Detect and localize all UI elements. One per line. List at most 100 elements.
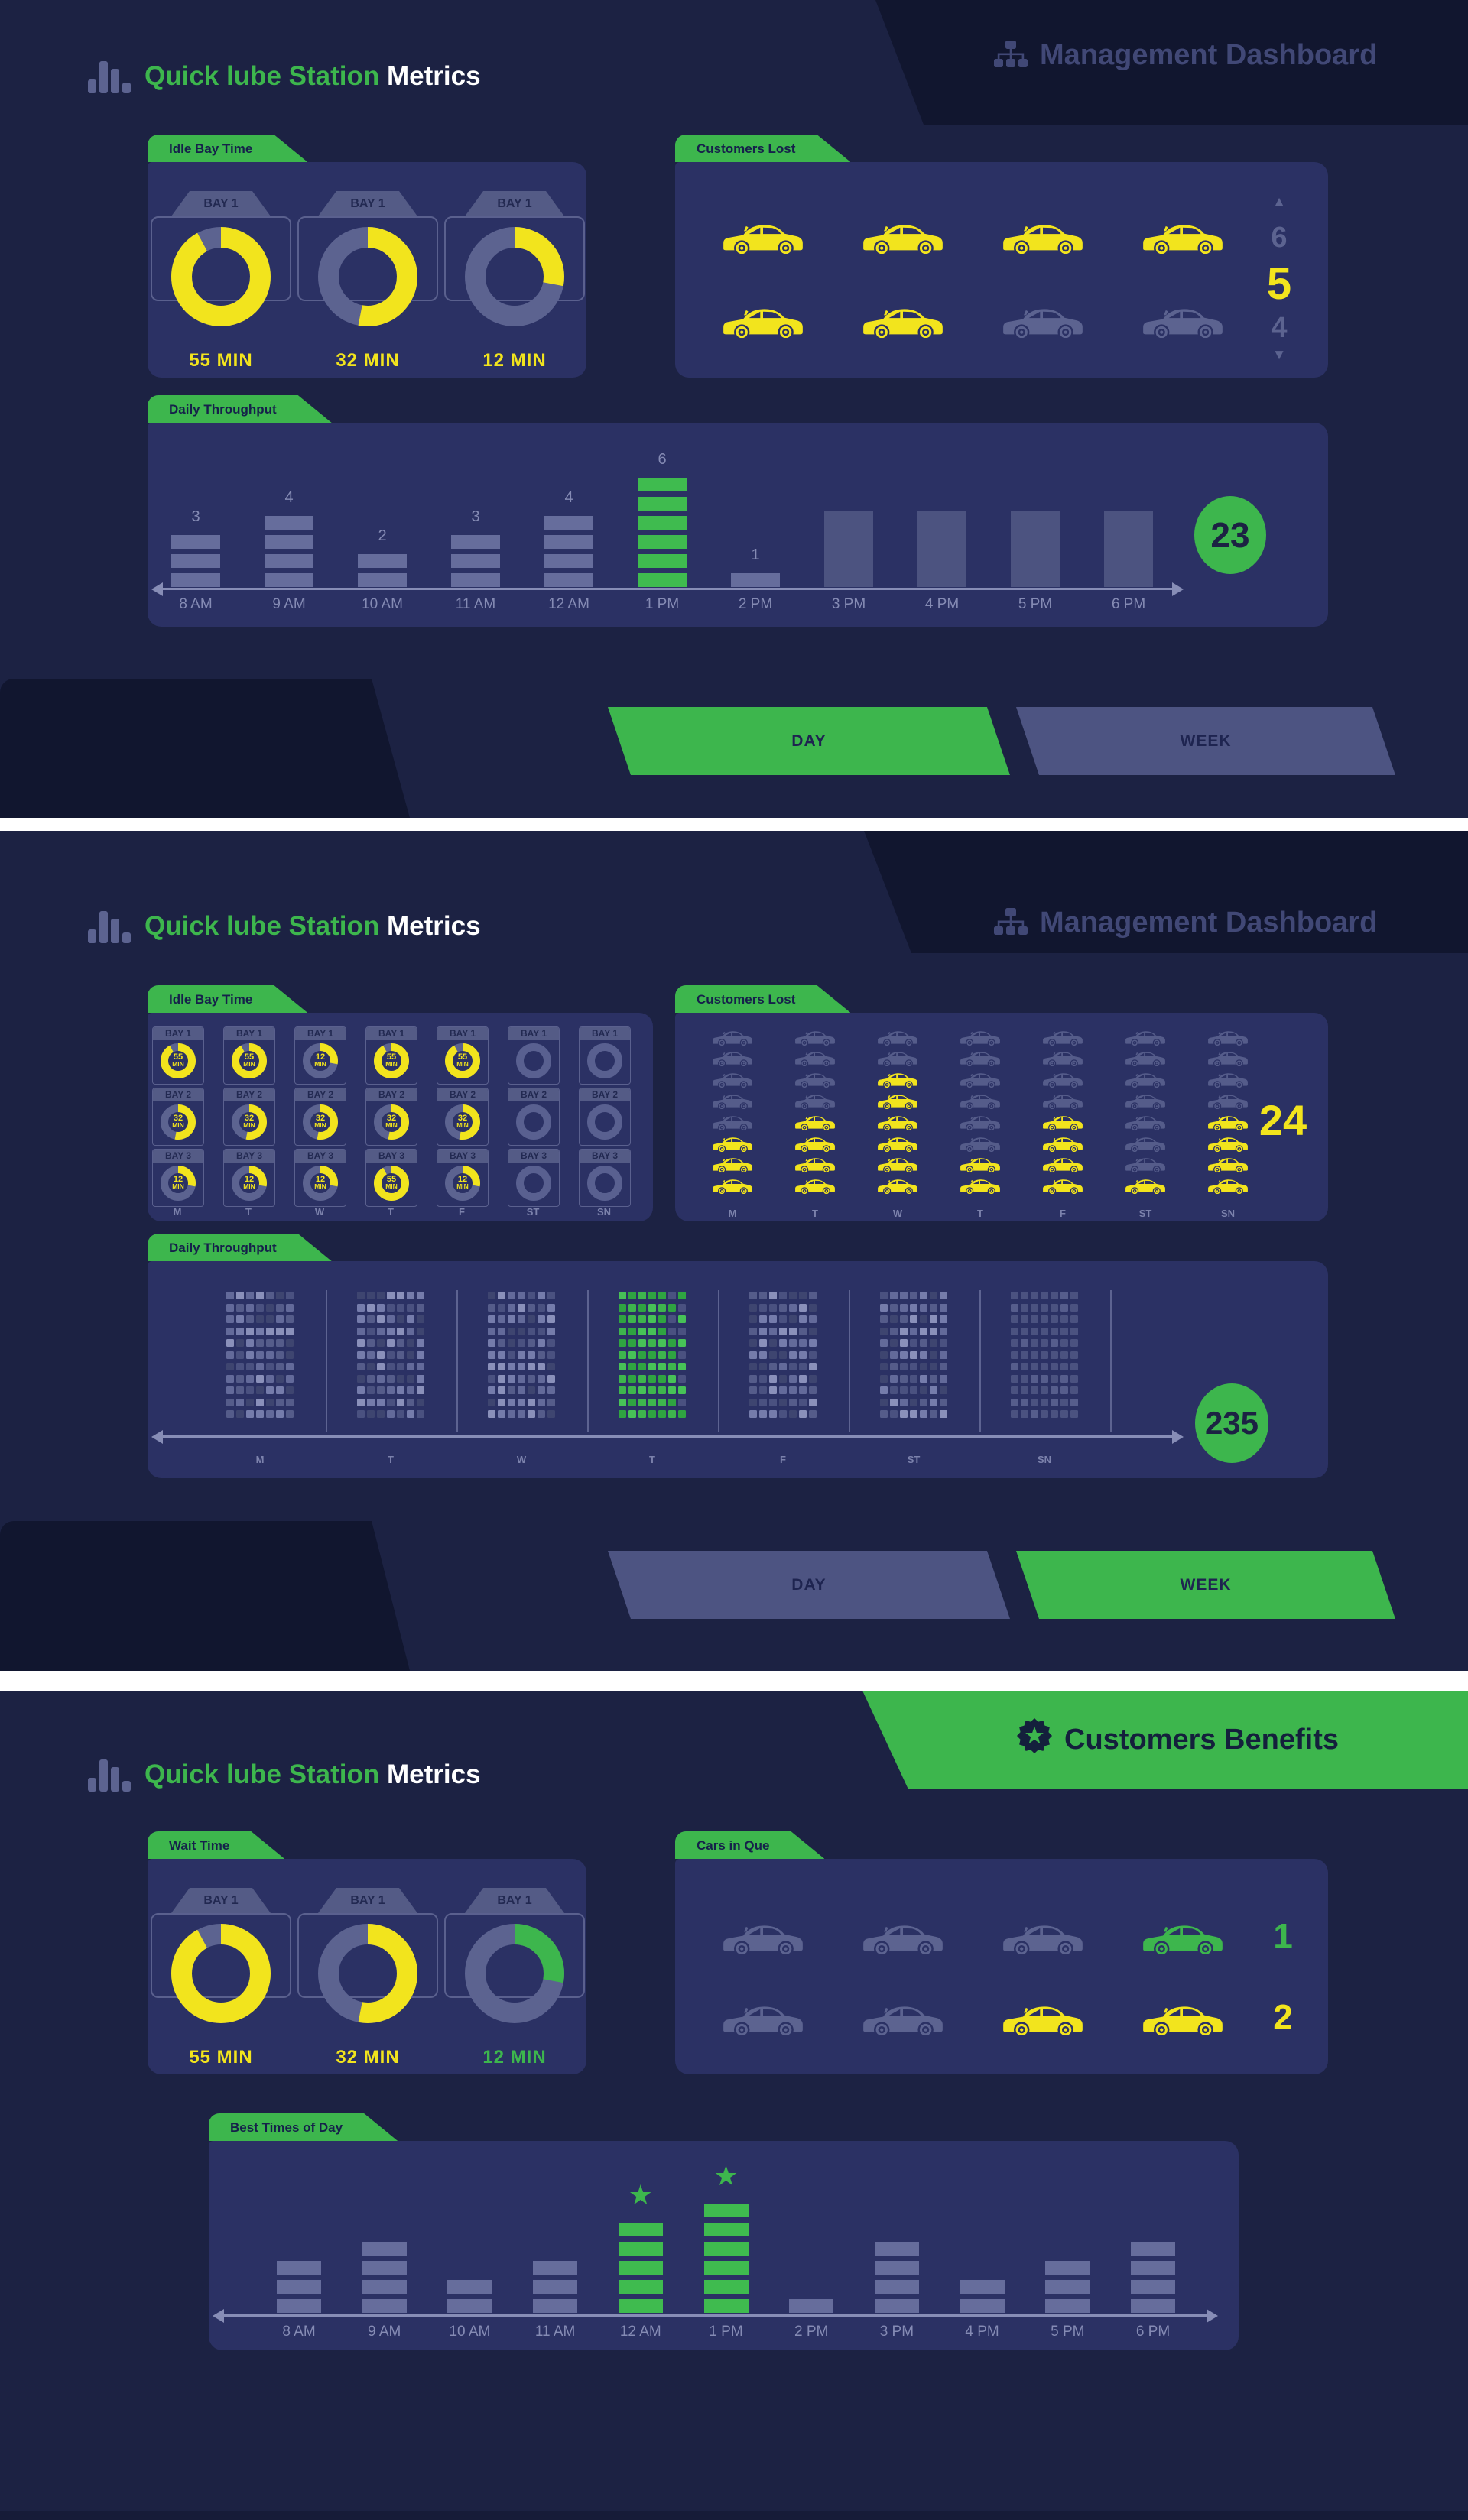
dot-cell bbox=[357, 1303, 365, 1312]
dot-cell bbox=[668, 1386, 676, 1394]
dot-cell bbox=[749, 1386, 757, 1394]
dot-cell bbox=[528, 1315, 535, 1323]
dot-cell bbox=[940, 1410, 947, 1418]
car-icon bbox=[1043, 1030, 1083, 1046]
dot-cell bbox=[1060, 1398, 1068, 1406]
dot-cell bbox=[276, 1315, 284, 1323]
bay-cell: BAY 3 12 MIN bbox=[294, 1149, 346, 1207]
scroll-down-icon[interactable]: ▼ bbox=[1272, 347, 1287, 363]
car-icon bbox=[723, 225, 803, 256]
donut-chart bbox=[587, 1104, 622, 1140]
donut-wrap bbox=[587, 1104, 622, 1140]
dot-cell bbox=[619, 1363, 626, 1370]
day-label: M bbox=[255, 1454, 265, 1465]
car-icon bbox=[795, 1030, 835, 1046]
dot-cell bbox=[286, 1374, 294, 1383]
car-icon bbox=[878, 1095, 917, 1111]
dot-cell bbox=[880, 1292, 888, 1299]
bar-segment bbox=[171, 535, 220, 549]
dot-cell bbox=[538, 1374, 545, 1383]
bar-segment bbox=[533, 2299, 578, 2313]
dot-cell bbox=[799, 1386, 807, 1394]
dot-cell bbox=[276, 1374, 284, 1383]
dot-cell bbox=[276, 1327, 284, 1335]
dot-cell bbox=[286, 1351, 294, 1359]
dot-cell bbox=[377, 1303, 385, 1312]
bar-segment bbox=[1131, 2280, 1175, 2294]
car-icon bbox=[1208, 1158, 1248, 1174]
dot-cell bbox=[528, 1303, 535, 1312]
dot-cell bbox=[910, 1339, 917, 1347]
dot-cell bbox=[266, 1303, 274, 1312]
donut-chart bbox=[318, 1924, 417, 2023]
lost-total-label: 24 bbox=[1259, 1096, 1307, 1144]
dot-cell bbox=[387, 1327, 395, 1335]
dot-cell bbox=[1041, 1292, 1048, 1299]
dot-cell bbox=[266, 1315, 274, 1323]
dot-cell bbox=[628, 1398, 636, 1406]
bay-cell: BAY 1 55 MIN bbox=[223, 1026, 275, 1085]
dot-cell bbox=[246, 1374, 254, 1383]
dot-cell bbox=[809, 1410, 817, 1418]
car-slot bbox=[1000, 300, 1086, 340]
dot-cell bbox=[1060, 1374, 1068, 1383]
dot-cell bbox=[799, 1327, 807, 1335]
car-slot bbox=[876, 1069, 919, 1089]
dot-cell bbox=[357, 1327, 365, 1335]
dot-cell bbox=[286, 1363, 294, 1370]
dot-cell bbox=[377, 1386, 385, 1394]
day-label: W bbox=[516, 1454, 527, 1465]
car-slot bbox=[959, 1047, 1002, 1068]
week-toggle-button[interactable]: WEEK bbox=[1016, 1551, 1395, 1619]
car-icon bbox=[1208, 1030, 1248, 1046]
dot-cell bbox=[769, 1339, 777, 1347]
card-idle-bay-week: BAY 1 55 MIN BAY 1 55 MIN BAY 1 12 MIN BAY 1 55 MIN… bbox=[148, 1013, 653, 1221]
dot-cell bbox=[1021, 1410, 1028, 1418]
benefits-header: Customers Benefits bbox=[1017, 1718, 1339, 1758]
bay-cell-header: BAY 3 bbox=[153, 1150, 203, 1163]
dot-cell bbox=[538, 1339, 545, 1347]
hour-label: 6 PM bbox=[1111, 596, 1146, 612]
dot-cell bbox=[799, 1303, 807, 1312]
donut-value: 12 bbox=[457, 1175, 468, 1184]
dot-cell bbox=[547, 1374, 555, 1383]
day-toggle-button[interactable]: DAY bbox=[608, 707, 1010, 775]
dot-cell bbox=[488, 1363, 495, 1370]
dot-cell bbox=[397, 1339, 404, 1347]
donut-unit: MIN bbox=[314, 1182, 326, 1190]
card-idle-bay-time: BAY 1 55 MIN BAY 1 32 MIN BAY 1 12 MIN bbox=[148, 162, 586, 378]
x-axis bbox=[224, 2314, 1207, 2317]
week-toggle-button[interactable]: WEEK bbox=[1016, 707, 1395, 775]
card-tab-cars-in-que: Cars in Que bbox=[675, 1831, 824, 1859]
bar-segment bbox=[362, 2280, 407, 2294]
dot-cell bbox=[638, 1386, 646, 1394]
hour-label: 3 PM bbox=[879, 2324, 914, 2340]
dot-cell bbox=[417, 1327, 424, 1335]
dot-cell bbox=[799, 1410, 807, 1418]
dot-cell bbox=[498, 1374, 505, 1383]
car-slot bbox=[959, 1175, 1002, 1195]
dot-cell bbox=[759, 1351, 767, 1359]
donut-wrap bbox=[516, 1104, 551, 1140]
dot-cell bbox=[910, 1410, 917, 1418]
card-tab-wait-time: Wait Time bbox=[148, 1831, 284, 1859]
dot-cell bbox=[638, 1363, 646, 1370]
dot-cell bbox=[367, 1315, 375, 1323]
bay-outline bbox=[151, 1913, 291, 1998]
dot-cell bbox=[890, 1292, 898, 1299]
bay-outline bbox=[297, 1913, 438, 1998]
dot-cell bbox=[498, 1315, 505, 1323]
car-icon bbox=[713, 1137, 752, 1153]
day-toggle-button[interactable]: DAY bbox=[608, 1551, 1010, 1619]
dot-cell bbox=[638, 1374, 646, 1383]
dot-cell bbox=[488, 1410, 495, 1418]
scroll-up-icon[interactable]: ▲ bbox=[1272, 194, 1287, 210]
dot-cell bbox=[1051, 1351, 1058, 1359]
bar-segment bbox=[638, 535, 687, 549]
page-title: Quick lube Station Metrics bbox=[145, 911, 481, 942]
donut-chart bbox=[465, 1924, 564, 2023]
dot-cell bbox=[417, 1292, 424, 1299]
dot-cell bbox=[286, 1327, 294, 1335]
day-divider bbox=[1110, 1290, 1112, 1432]
car-slot bbox=[720, 1997, 806, 2038]
